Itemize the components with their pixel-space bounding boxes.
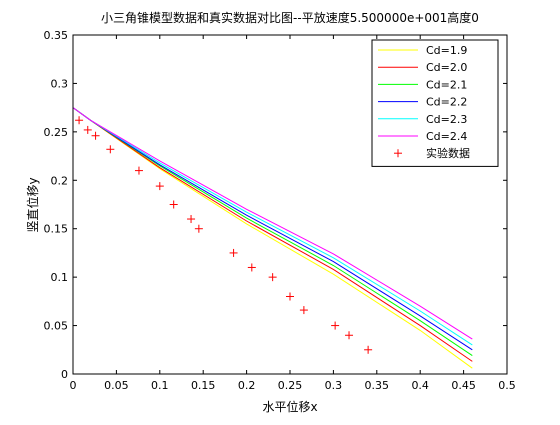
x-tick-label: 0.1 bbox=[151, 379, 169, 392]
scatter-point bbox=[299, 306, 308, 315]
x-axis-label: 水平位移x bbox=[262, 399, 317, 414]
y-tick-label: 0.05 bbox=[44, 320, 69, 333]
scatter-point bbox=[91, 131, 100, 140]
scatter-point bbox=[229, 248, 238, 257]
legend-label: Cd=2.0 bbox=[426, 61, 467, 74]
y-tick-label: 0.25 bbox=[44, 126, 69, 139]
scatter-point bbox=[83, 125, 92, 134]
scatter-point bbox=[247, 263, 256, 272]
x-tick-label: 0.25 bbox=[278, 379, 303, 392]
legend-box bbox=[371, 39, 499, 167]
y-tick-label: 0.3 bbox=[51, 77, 69, 90]
y-tick-label: 0.15 bbox=[44, 223, 69, 236]
x-tick-label: 0.05 bbox=[104, 379, 129, 392]
legend-label: Cd=2.4 bbox=[426, 130, 467, 143]
axes-layer: 0 0.05 0.1 0.15 0.2 0.25 0.3 0.35 0.4 0.45 0.5 0 0.0… bbox=[44, 29, 516, 392]
scatter-point bbox=[364, 345, 373, 354]
x-tick-label: 0.15 bbox=[191, 379, 216, 392]
chart-title: 小三角锥模型数据和真实数据对比图--平放速度5.500000e+001高度0 bbox=[101, 10, 479, 25]
scatter-point bbox=[268, 273, 277, 282]
scatter-point bbox=[187, 215, 196, 224]
legend-label: 实验数据 bbox=[426, 146, 470, 160]
scatter-point bbox=[331, 321, 340, 330]
scatter-point bbox=[155, 182, 164, 191]
scatter-point bbox=[286, 292, 294, 301]
x-tick-label: 0 bbox=[70, 379, 77, 392]
x-tick-label: 0.2 bbox=[238, 379, 256, 392]
scatter-point bbox=[169, 200, 178, 209]
x-tick-label: 0.4 bbox=[411, 379, 429, 392]
series-line-6 bbox=[72, 107, 473, 340]
y-tick-label: 0 bbox=[61, 368, 68, 381]
scatter-point bbox=[345, 331, 354, 340]
x-tick-label: 0.45 bbox=[451, 379, 476, 392]
y-tick-label: 0.2 bbox=[51, 174, 69, 187]
scatter-point bbox=[75, 116, 84, 125]
series-layer bbox=[72, 107, 473, 369]
y-axis-label: 竖直位移y bbox=[25, 177, 40, 232]
scatter-layer bbox=[75, 116, 373, 354]
scatter-point bbox=[134, 166, 143, 175]
legend: Cd=1.9 Cd=2.0 Cd=2.1 Cd=2.2 Cd=2.3 Cd=2.4 实验数据 bbox=[371, 39, 499, 167]
scatter-point bbox=[106, 145, 115, 154]
legend-label: Cd=2.3 bbox=[426, 113, 467, 126]
legend-label: Cd=2.2 bbox=[426, 96, 467, 109]
x-tick-label: 0.5 bbox=[498, 379, 516, 392]
x-tick-label: 0.35 bbox=[365, 379, 390, 392]
legend-label: Cd=2.1 bbox=[426, 78, 467, 91]
legend-label: Cd=1.9 bbox=[426, 44, 467, 57]
legend-scatter-marker bbox=[394, 149, 402, 158]
y-tick-label: 0.1 bbox=[51, 271, 69, 284]
scatter-point bbox=[194, 224, 203, 233]
y-tick-label: 0.35 bbox=[44, 29, 69, 42]
x-tick-label: 0.3 bbox=[325, 379, 343, 392]
